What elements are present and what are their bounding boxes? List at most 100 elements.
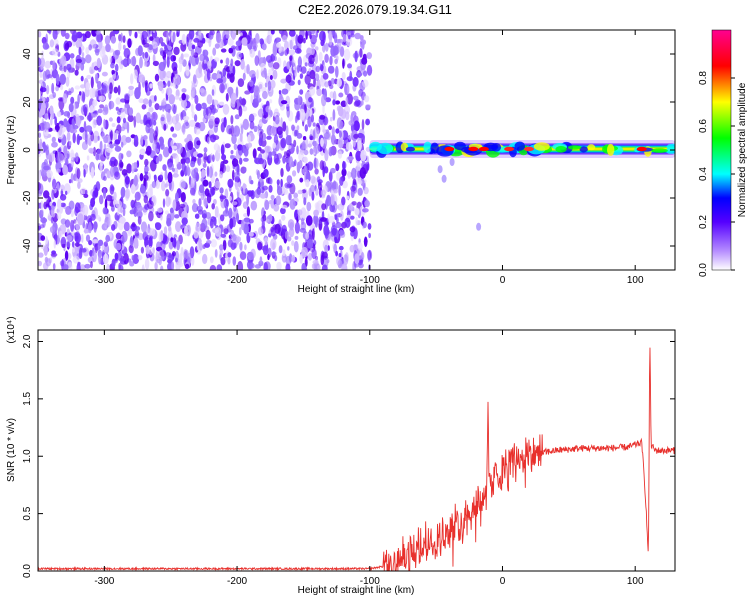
heatmap-cell [336,78,342,88]
heatmap-cell [258,226,264,236]
heatmap-cell [150,159,157,172]
heatmap-cell [85,125,93,132]
heatmap-cell [237,30,241,35]
heatmap-cell [167,51,173,56]
heatmap-cell [142,39,146,46]
heatmap-cell [165,70,172,79]
heatmap-cell [81,52,85,58]
heatmap-cell [106,148,113,153]
heatmap-cell [323,224,330,237]
heatmap-cell [305,232,309,240]
heatmap-cell [322,103,325,114]
heatmap-cell [51,48,59,56]
heatmap-cell [268,185,273,193]
heatmap-cell [356,66,363,72]
heatmap-cell [114,63,119,72]
heatmap-cell [231,45,236,50]
heatmap-cell [157,207,163,213]
heatmap-cell [202,162,207,168]
heatmap-cell [219,83,226,94]
heatmap-cell [293,240,299,253]
heatmap-cell [187,252,192,265]
heatmap-cell [326,259,330,264]
heatmap-cell [139,56,143,69]
heatmap-cell [327,65,335,74]
heatmap-cell [172,199,177,211]
heatmap-cell [55,85,59,92]
heatmap-cell [363,186,369,195]
x-tick-label: 100 [627,275,644,286]
heatmap-cell [405,146,415,152]
heatmap-cell [366,52,373,60]
heatmap-cell [186,134,192,140]
heatmap-cell [533,142,550,151]
heatmap-cell [172,31,176,43]
heatmap-cell [214,43,220,49]
heatmap-cell [305,215,313,226]
heatmap-cell [214,249,218,258]
heatmap-cell [346,76,354,82]
heatmap-cell [84,263,91,269]
heatmap-cell [93,221,97,233]
heatmap-cell [360,100,364,106]
heatmap-cell [138,74,146,83]
heatmap-cell [352,76,359,87]
heatmap-cell [362,79,369,88]
heatmap-cell [252,43,258,49]
heatmap-cell [80,75,84,82]
heatmap-cell [285,135,291,146]
heatmap-cell [209,30,215,36]
heatmap-cell [249,120,255,130]
heatmap-cell [160,265,164,270]
heatmap-cell [51,136,56,143]
heatmap-cell [154,148,160,153]
heatmap-cell [260,62,266,70]
heatmap-cell [227,86,234,95]
heatmap-cell [346,30,353,38]
heatmap-cell [115,106,119,111]
heatmap-cell [358,262,364,269]
heatmap-cell [103,241,108,247]
heatmap-cell [248,80,254,87]
heatmap-cell [52,263,56,270]
heatmap-cell [229,218,234,230]
heatmap-cell [294,129,297,137]
heatmap-cell [179,203,186,209]
heatmap-cell [220,257,226,266]
heatmap-cell [666,143,675,151]
heatmap-cell [134,31,138,39]
heatmap-cell [259,193,267,199]
heatmap-cell [45,144,50,156]
heatmap-cell [317,264,321,270]
heatmap-cell [101,131,105,139]
heatmap-cell [354,32,362,40]
heatmap-cell [315,65,321,73]
heatmap-cell [160,214,163,221]
heatmap-cell [135,112,142,124]
heatmap-cell [348,35,351,40]
heatmap-cell [72,255,80,264]
heatmap-cell [115,232,122,240]
heatmap-cell [66,150,70,160]
y-tick-label: -40 [22,238,33,253]
heatmap-cell [342,160,346,171]
heatmap-cell [209,218,214,229]
heatmap-cell [90,131,94,142]
heatmap-cell [171,115,179,125]
heatmap-cell [70,219,75,232]
heatmap-cell [329,84,334,90]
heatmap-cell [149,83,153,89]
heatmap-cell [65,76,70,87]
heatmap-cell [174,95,180,100]
heatmap-cell [257,146,262,152]
heatmap-cell [181,93,186,101]
heatmap-cell [237,78,245,87]
heatmap-cell [291,62,296,67]
heatmap-cell [333,137,337,145]
heatmap-cell [164,44,168,52]
heatmap-cell [319,160,325,171]
heatmap-cell [349,226,356,233]
heatmap-cell [52,178,57,190]
heatmap-cell [238,96,243,104]
heatmap-cell [323,132,330,140]
